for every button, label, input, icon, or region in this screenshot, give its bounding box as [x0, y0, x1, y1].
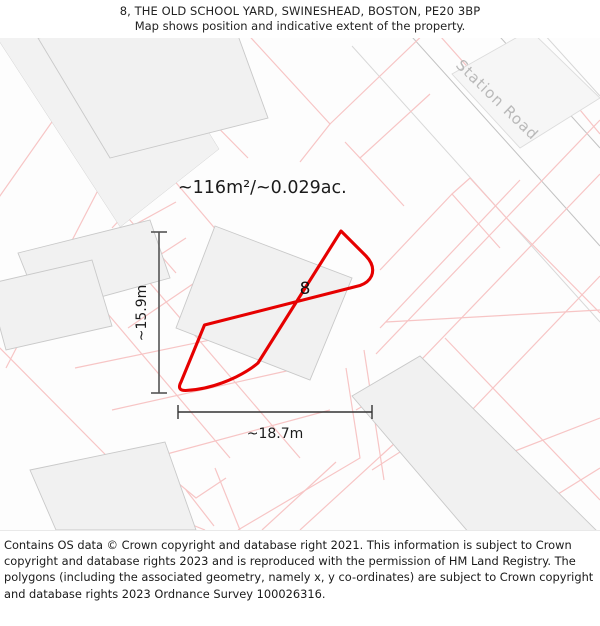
- page-title: 8, THE OLD SCHOOL YARD, SWINESHEAD, BOST…: [119, 4, 481, 18]
- road-edge-far: [546, 38, 600, 97]
- building-footprint: [29, 441, 197, 530]
- map-canvas[interactable]: Station Road ~116m²/~0.029ac. 8 ~15.9: [0, 38, 600, 530]
- building-footprint: [175, 225, 353, 381]
- parcel-line: [397, 173, 600, 385]
- parcel-line: [379, 179, 521, 329]
- dimension-horizontal-label: ~18.7m: [247, 426, 304, 442]
- dimension-vertical: ~15.9m: [134, 231, 167, 394]
- building-footprint: [451, 38, 600, 149]
- parcel-line: [451, 177, 600, 314]
- dimension-horizontal: ~18.7m: [177, 405, 373, 442]
- copyright-notice: Contains OS data © Crown copyright and d…: [4, 538, 594, 601]
- page-subtitle: Map shows position and indicative extent…: [134, 19, 466, 33]
- parcel-line: [385, 309, 600, 323]
- building-footprints: [0, 38, 600, 530]
- building-footprint: [37, 38, 269, 159]
- parcel-line: [359, 157, 405, 207]
- parcel-line: [444, 337, 600, 501]
- parcel-line: [375, 119, 600, 355]
- building-footprint: [351, 355, 597, 530]
- parcel-line: [329, 38, 421, 125]
- parcel-line: [151, 409, 331, 459]
- dimension-vertical-label: ~15.9m: [134, 285, 150, 342]
- building-footprint: [0, 259, 113, 351]
- parcel-line: [214, 467, 241, 530]
- parcel-line: [237, 367, 361, 530]
- parcel-line: [185, 489, 215, 527]
- map-footer: Contains OS data © Crown copyright and d…: [0, 530, 600, 626]
- property-plot-outline[interactable]: [177, 229, 375, 393]
- area-label: ~116m²/~0.029ac.: [178, 178, 347, 198]
- parcel-line: [261, 461, 337, 530]
- map-header: 8, THE OLD SCHOOL YARD, SWINESHEAD, BOST…: [0, 0, 600, 38]
- plot-boundary-path[interactable]: [177, 229, 375, 393]
- map-vector-layer: Station Road ~116m²/~0.029ac. 8 ~15.9: [0, 38, 600, 530]
- plot-number-label: 8: [300, 279, 311, 299]
- road-edge-left: [412, 38, 600, 247]
